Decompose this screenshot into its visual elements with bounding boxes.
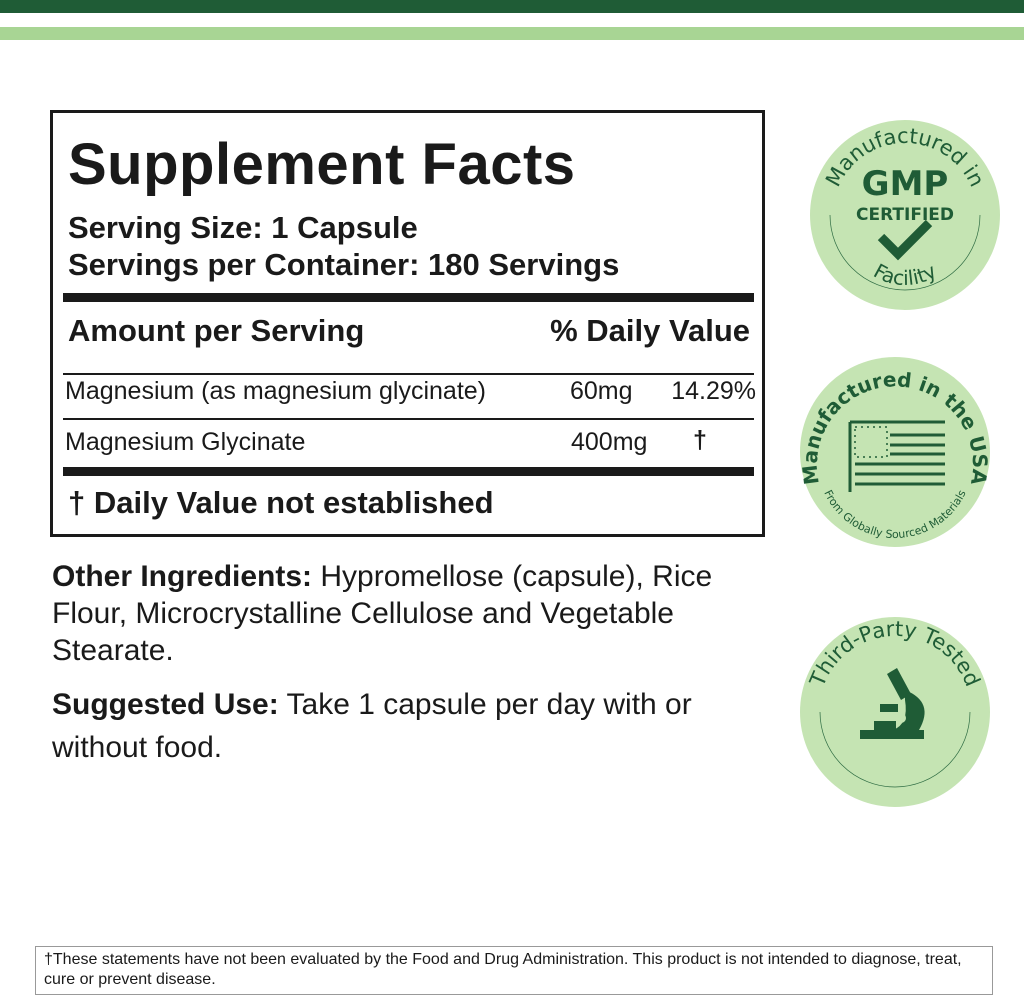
dv-footnote: † Daily Value not established [68, 485, 494, 520]
gmp-main-text: GMP [862, 164, 949, 204]
us-flag-icon [848, 420, 945, 492]
panel-title: Supplement Facts [68, 132, 576, 197]
row-name: Magnesium (as magnesium glycinate) [65, 377, 487, 405]
servings-per-container: Servings per Container: 180 Servings [68, 247, 620, 282]
row-amount: 60mg [570, 377, 633, 405]
other-ingredients-text: Hypromellose (capsule), Rice Flour, Micr… [52, 560, 713, 667]
divider-thin [63, 418, 754, 420]
suggested-use-text: Take 1 capsule per day with or without f… [52, 688, 692, 764]
dv-header: % Daily Value [550, 313, 750, 348]
fda-disclaimer: †These statements have not been evaluate… [35, 946, 993, 995]
row-name: Magnesium Glycinate [65, 428, 306, 456]
made-in-usa-badge: Manufactured in the USA From Globally So… [798, 357, 992, 547]
amount-header: Amount per Serving [68, 313, 365, 348]
row-dv: † [693, 426, 707, 454]
row-dv: 14.29% [671, 377, 756, 405]
top-light-stripe [0, 27, 1024, 40]
other-ingredients-label: Other Ingredients: [52, 560, 313, 593]
microscope-icon [860, 668, 925, 739]
gmp-sub-text: CERTIFIED [856, 205, 954, 225]
divider-thick [63, 293, 754, 302]
top-dark-stripe [0, 0, 1024, 13]
checkmark-icon [877, 219, 933, 261]
gmp-certified-badge: Manufactured in GMP CERTIFIED Facility [810, 120, 1000, 310]
other-ingredients: Other Ingredients: Hypromellose (capsule… [52, 558, 772, 669]
divider-thin [63, 373, 754, 375]
third-party-tested-badge: Third-Party Tested [800, 617, 990, 807]
supplement-facts-panel: Supplement Facts Serving Size: 1 Capsule… [50, 110, 765, 537]
divider-thick [63, 467, 754, 476]
serving-size: Serving Size: 1 Capsule [68, 210, 418, 245]
suggested-use-label: Suggested Use: [52, 688, 279, 721]
row-amount: 400mg [571, 428, 648, 456]
suggested-use: Suggested Use: Take 1 capsule per day wi… [52, 683, 772, 769]
